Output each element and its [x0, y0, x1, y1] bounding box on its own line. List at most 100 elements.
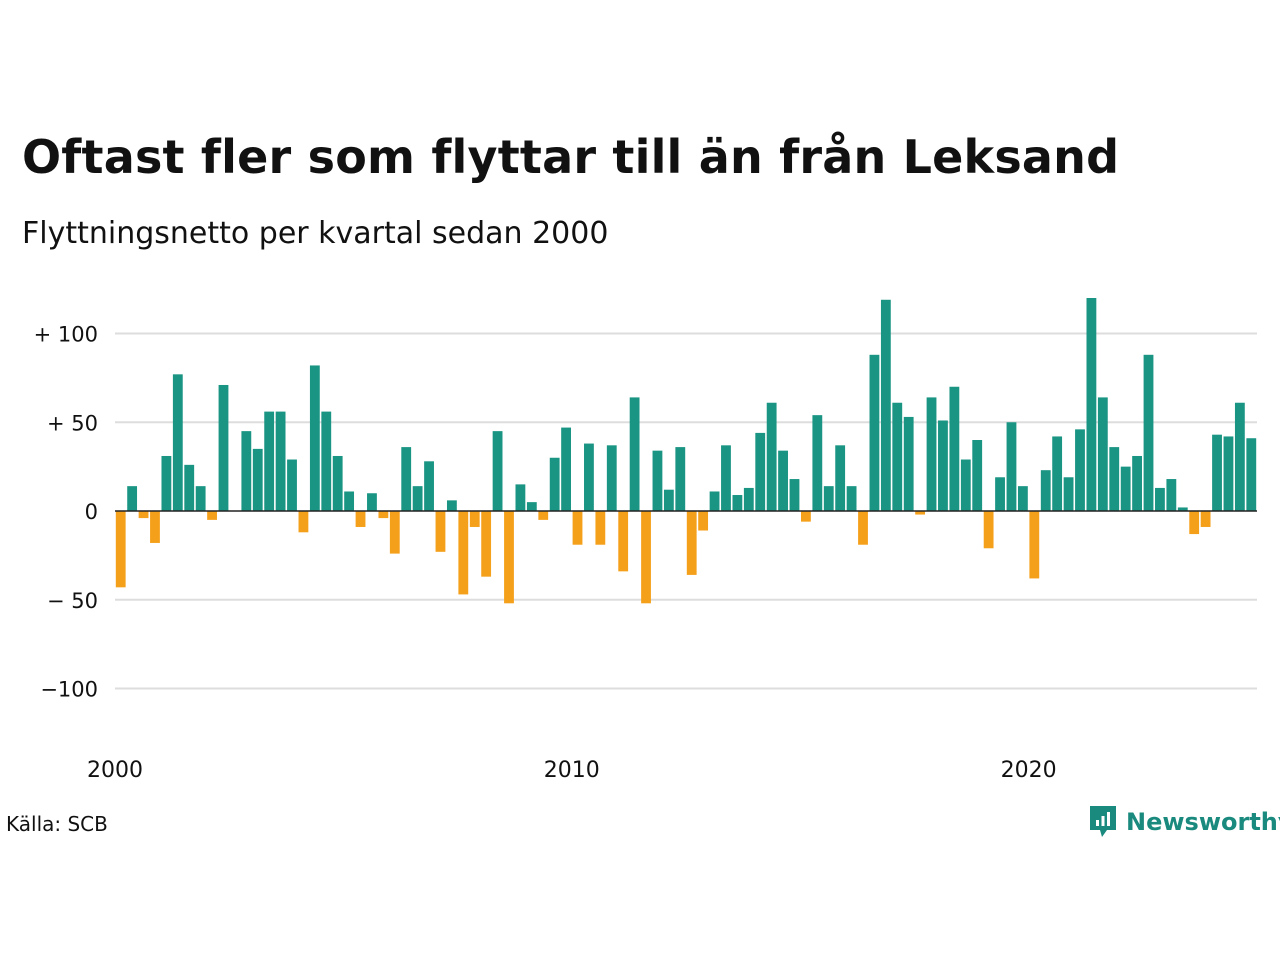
- bar: [1246, 438, 1257, 511]
- bar: [401, 447, 412, 511]
- bar: [1120, 466, 1131, 512]
- bar: [641, 511, 651, 604]
- bar: [549, 457, 560, 511]
- bar: [835, 445, 846, 511]
- bar: [698, 511, 709, 531]
- bar: [1052, 436, 1063, 511]
- bar: [663, 489, 674, 511]
- bar: [903, 416, 914, 511]
- bar: [424, 461, 434, 511]
- y-tick-label: + 100: [34, 323, 98, 347]
- bar: [195, 486, 206, 511]
- source-note: Källa: SCB: [6, 812, 108, 836]
- bar: [172, 374, 183, 511]
- bar: [481, 511, 492, 577]
- bar: [138, 511, 149, 519]
- y-tick-label: −100: [40, 678, 98, 702]
- y-tick-label: 0: [85, 500, 98, 524]
- bar: [846, 486, 857, 511]
- bar: [241, 431, 252, 512]
- bar: [1132, 455, 1142, 511]
- bar: [1040, 470, 1051, 511]
- brand-logo[interactable]: Newsworthy: [1088, 804, 1280, 840]
- bar: [755, 432, 766, 511]
- y-axis-ticks: + 100 + 50 0 − 50 −100: [34, 323, 98, 702]
- newsworthy-logo-icon: [1090, 806, 1116, 837]
- bar: [150, 511, 160, 543]
- x-tick-label: 2000: [87, 758, 143, 783]
- y-tick-label: + 50: [47, 411, 98, 435]
- bar: [584, 443, 594, 511]
- bar: [709, 491, 720, 511]
- bar: [1166, 479, 1177, 511]
- bar: [504, 511, 514, 604]
- chart-subtitle: Flyttningsnetto per kvartal sedan 2000: [22, 216, 609, 251]
- bar: [344, 491, 355, 511]
- bar: [1223, 436, 1234, 511]
- bar: [606, 445, 617, 511]
- bar: [367, 493, 377, 511]
- bar: [264, 411, 275, 511]
- bar: [218, 384, 229, 511]
- bar: [1155, 487, 1165, 511]
- bar: [412, 486, 423, 511]
- bar: [492, 431, 503, 512]
- bar: [561, 427, 571, 511]
- x-tick-label: 2020: [1001, 758, 1057, 783]
- bars: [115, 298, 1257, 604]
- bar: [869, 354, 880, 511]
- bar: [252, 448, 263, 512]
- bar: [812, 415, 823, 511]
- bar: [1234, 402, 1245, 511]
- bar: [321, 411, 332, 511]
- bar: [378, 511, 389, 519]
- bar: [1097, 397, 1108, 511]
- bar: [983, 511, 994, 549]
- chart-title: Oftast fler som flyttar till än från Lek…: [22, 130, 1120, 184]
- bar: [823, 486, 834, 511]
- bar: [949, 386, 960, 511]
- bar: [515, 484, 526, 512]
- bar: [275, 411, 286, 511]
- bar: [389, 511, 400, 554]
- bar: [458, 511, 469, 595]
- bar: [960, 459, 971, 511]
- bar: [766, 402, 777, 511]
- y-tick-label: − 50: [47, 589, 98, 613]
- bar: [469, 511, 480, 527]
- gridlines: [115, 332, 1257, 690]
- bar: [1006, 422, 1017, 511]
- bar: [572, 511, 583, 545]
- bar: [184, 464, 195, 511]
- bar: [858, 511, 868, 545]
- bar: [778, 450, 788, 511]
- bar: [446, 500, 457, 511]
- bar: [1109, 447, 1120, 511]
- bar: [207, 511, 217, 520]
- bar: [926, 397, 937, 511]
- bar: [1029, 511, 1040, 579]
- bar: [332, 455, 343, 511]
- bar: [789, 479, 800, 511]
- bar: [538, 511, 549, 520]
- bar: [686, 511, 697, 575]
- bar: [435, 511, 446, 552]
- bar: [1143, 354, 1154, 511]
- bar: [675, 447, 686, 511]
- bar: [127, 486, 138, 511]
- bar: [1189, 511, 1200, 535]
- bar: [1177, 507, 1188, 511]
- bar: [355, 511, 366, 527]
- bar: [115, 511, 126, 588]
- bar: [972, 440, 983, 511]
- bar: [652, 450, 663, 511]
- bar: [1063, 477, 1074, 511]
- bar: [161, 455, 172, 511]
- bar: [1212, 434, 1222, 512]
- x-axis-ticks: 2000 2010 2020: [87, 758, 1057, 783]
- bar: [1017, 486, 1028, 511]
- bar: [1200, 511, 1211, 527]
- bar: [743, 487, 754, 511]
- bar: [595, 511, 606, 545]
